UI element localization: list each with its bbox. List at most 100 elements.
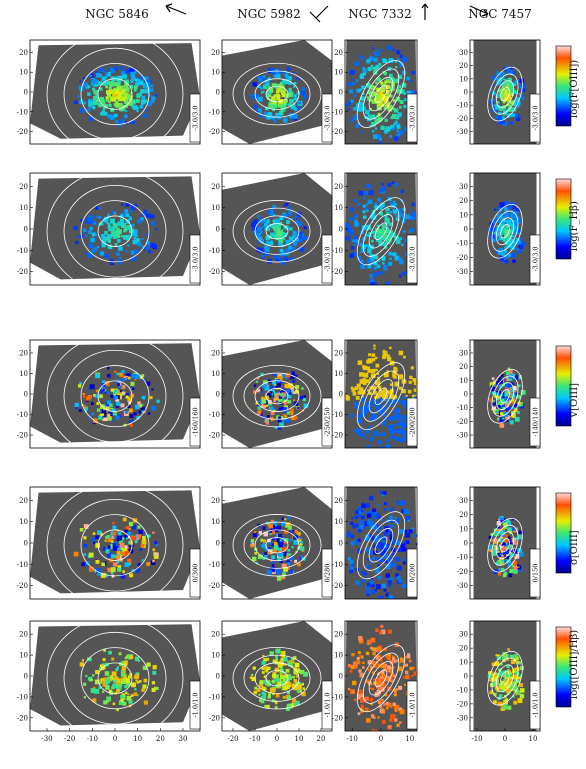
data-pixel — [120, 235, 123, 238]
data-pixel — [506, 245, 510, 248]
data-pixel — [111, 408, 116, 413]
data-pixel — [150, 84, 154, 88]
data-pixel — [504, 92, 507, 95]
data-pixel — [498, 384, 503, 389]
data-pixel — [371, 661, 376, 666]
data-pixel — [123, 661, 128, 666]
data-pixel — [510, 382, 514, 386]
data-pixel — [92, 418, 98, 424]
data-pixel — [389, 383, 393, 386]
data-pixel — [390, 507, 395, 512]
data-pixel — [493, 221, 496, 224]
data-pixel — [89, 679, 92, 682]
data-pixel — [293, 94, 297, 98]
data-pixel — [273, 225, 278, 231]
data-pixel — [395, 519, 400, 524]
data-pixel — [499, 683, 503, 688]
data-pixel — [376, 87, 381, 92]
data-pixel — [262, 383, 267, 388]
data-pixel — [106, 400, 112, 405]
data-pixel — [370, 64, 373, 67]
data-pixel — [275, 232, 279, 236]
data-pixel — [259, 113, 264, 118]
data-pixel — [509, 568, 514, 574]
data-pixel — [347, 225, 351, 230]
data-pixel — [260, 372, 264, 376]
data-pixel — [381, 182, 385, 186]
data-pixel — [134, 674, 140, 680]
data-pixel — [507, 705, 512, 710]
data-pixel — [404, 214, 410, 220]
data-pixel — [143, 700, 149, 705]
data-pixel — [102, 663, 106, 667]
data-pixel — [130, 120, 135, 125]
data-pixel — [496, 404, 501, 409]
data-pixel — [282, 232, 287, 237]
data-pixel — [394, 182, 399, 187]
data-pixel — [104, 253, 109, 259]
y-tick-label: -20 — [332, 268, 343, 276]
data-pixel — [367, 582, 371, 587]
data-pixel — [369, 687, 372, 690]
data-pixel — [507, 527, 512, 532]
y-tick-label: -10 — [17, 693, 28, 701]
data-pixel — [396, 58, 400, 62]
data-pixel — [354, 428, 358, 432]
data-pixel — [361, 570, 366, 576]
data-pixel — [516, 116, 521, 121]
data-pixel — [518, 244, 523, 249]
data-pixel — [359, 259, 365, 265]
data-pixel — [363, 436, 367, 440]
data-pixel — [286, 67, 291, 71]
data-pixel — [107, 366, 110, 370]
data-pixel — [373, 655, 377, 658]
data-pixel — [110, 83, 114, 87]
data-pixel — [259, 238, 264, 243]
data-pixel — [274, 701, 278, 705]
data-pixel — [364, 696, 369, 701]
data-pixel — [401, 396, 404, 399]
data-pixel — [130, 535, 136, 541]
data-pixel — [111, 419, 114, 422]
data-pixel — [516, 394, 521, 399]
data-pixel — [112, 543, 116, 547]
isophote-contour — [63, 349, 167, 443]
data-pixel — [409, 375, 413, 380]
data-pixel — [271, 555, 275, 559]
data-pixel — [88, 99, 93, 104]
data-pixel — [361, 395, 364, 398]
data-pixel — [409, 666, 413, 671]
data-pixel — [282, 572, 286, 576]
data-pixel — [390, 714, 395, 719]
data-pixel — [377, 535, 381, 538]
data-pixel — [256, 688, 261, 692]
orientation-arrow-icon — [165, 3, 187, 15]
data-pixel — [117, 535, 123, 540]
data-pixel — [360, 709, 364, 713]
data-pixel — [267, 93, 272, 98]
data-pixel — [396, 125, 401, 129]
data-pixel — [112, 531, 117, 536]
data-pixel — [151, 388, 154, 391]
data-pixel — [82, 395, 85, 398]
data-pixel — [270, 67, 275, 72]
y-tick-label: -10 — [17, 247, 28, 255]
data-pixel — [399, 529, 405, 534]
data-pixel — [113, 66, 118, 71]
data-pixel — [135, 82, 139, 86]
data-pixel — [127, 531, 132, 536]
data-pixel — [366, 359, 371, 364]
data-pixel — [370, 714, 375, 718]
data-pixel — [515, 207, 520, 212]
data-pixel — [519, 693, 525, 699]
data-pixel — [297, 684, 302, 689]
data-pixel — [88, 230, 93, 235]
data-pixel — [375, 513, 380, 518]
data-pixel — [96, 568, 101, 573]
range-label: -3.0/3.0 — [532, 105, 540, 130]
data-pixel — [498, 77, 502, 81]
data-pixel — [501, 547, 505, 552]
data-pixel — [516, 661, 520, 664]
data-pixel — [391, 563, 396, 568]
data-pixel — [129, 414, 134, 419]
